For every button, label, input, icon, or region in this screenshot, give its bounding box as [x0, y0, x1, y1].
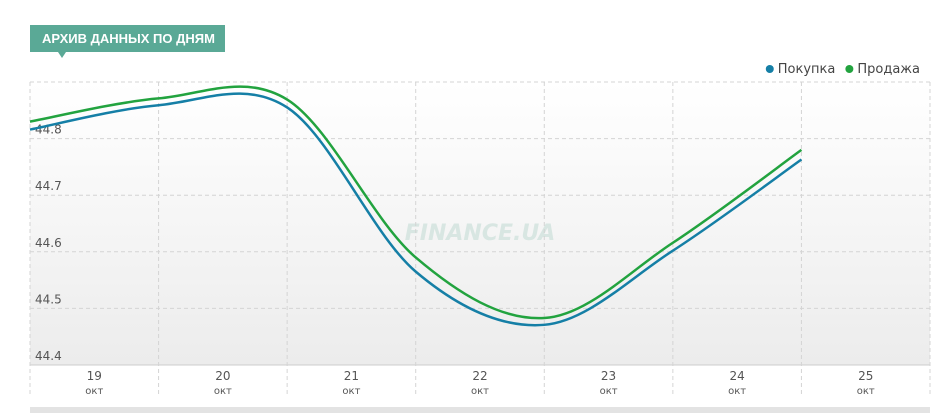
- y-tick-label: 44.5: [35, 292, 62, 306]
- x-tick-sublabel: окт: [600, 386, 618, 397]
- x-tick-label: 23: [601, 369, 616, 383]
- series-line: [29, 92, 803, 327]
- y-tick-label: 44.4: [35, 349, 62, 363]
- x-tick-sublabel: окт: [85, 386, 103, 397]
- x-tick-label: 20: [215, 369, 230, 383]
- legend-label: Покупка: [778, 62, 836, 77]
- legend-marker: [845, 65, 854, 73]
- x-tick-sublabel: окт: [342, 386, 360, 397]
- x-tick-sublabel: окт: [857, 386, 875, 397]
- x-tick-sublabel: окт: [471, 386, 489, 397]
- x-tick-label: 25: [858, 369, 873, 383]
- watermark: FINANCE.UA: [405, 221, 556, 246]
- x-tick-label: 19: [87, 369, 102, 383]
- series-line: [29, 85, 803, 320]
- x-tick-label: 21: [344, 369, 359, 383]
- badge-pointer: [58, 52, 66, 58]
- x-tick-label: 22: [472, 369, 487, 383]
- legend-label: Продажа: [857, 62, 920, 77]
- y-tick-label: 44.6: [35, 236, 62, 250]
- legend-marker: [765, 65, 774, 73]
- header-title: АРХИВ ДАННЫХ ПО ДНЯМ: [42, 31, 215, 46]
- plot-background: [30, 82, 930, 365]
- header-badge: [30, 25, 225, 52]
- x-tick-sublabel: окт: [728, 386, 746, 397]
- y-tick-label: 44.7: [35, 179, 62, 193]
- x-tick-label: 24: [730, 369, 745, 383]
- table-top: [30, 407, 930, 413]
- x-tick-sublabel: окт: [214, 386, 232, 397]
